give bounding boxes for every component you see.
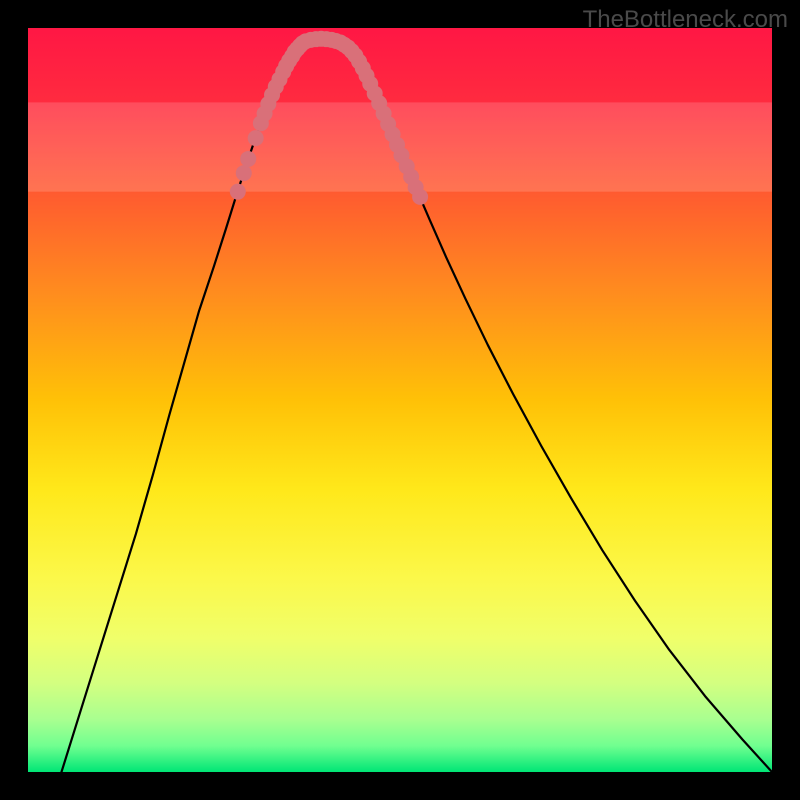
curve-marker bbox=[230, 184, 246, 200]
chart-frame: TheBottleneck.com bbox=[0, 0, 800, 800]
plot-area bbox=[28, 28, 772, 772]
curve-marker bbox=[236, 165, 252, 181]
watermark-label: TheBottleneck.com bbox=[583, 6, 788, 34]
curve-marker bbox=[412, 189, 428, 205]
chart-svg bbox=[28, 28, 772, 772]
curve-marker bbox=[248, 130, 264, 146]
curve-marker bbox=[240, 151, 256, 167]
